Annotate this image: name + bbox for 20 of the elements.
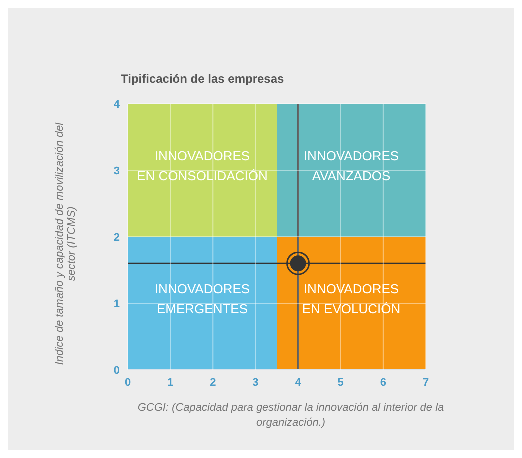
x-tick-label: 5 bbox=[338, 376, 344, 389]
y-tick-label: 3 bbox=[114, 165, 120, 178]
x-tick-label: 2 bbox=[210, 376, 216, 389]
annotation: INNOVADORES AVANZADOS bbox=[304, 148, 400, 184]
annotation: INNOVADORES EN CONSOLIDACIÓN bbox=[137, 148, 268, 184]
y-axis-title: Indice de tamaño y capacidad de movilización del sector (ITCMS) bbox=[54, 122, 78, 368]
annotation: INNOVADORES EN EVOLUCIÓN bbox=[302, 282, 401, 316]
y-tick-label: 2 bbox=[114, 232, 120, 244]
y-tick-label: 0 bbox=[114, 364, 120, 377]
chart-title: Tipificación de las empresas bbox=[121, 72, 284, 86]
x-tick-label: 0 bbox=[124, 376, 132, 389]
x-tick-label: 6 bbox=[380, 376, 386, 389]
x-tick-label: 7 bbox=[422, 376, 430, 389]
x-tick-label: 3 bbox=[252, 376, 259, 389]
annotation: INNOVADORES EMERGENTES bbox=[154, 282, 250, 316]
x-tick-label: 4 bbox=[295, 376, 302, 389]
y-tick-label: 1 bbox=[114, 298, 120, 310]
x-axis-title: GCGI: (Capacidad para gestionar la innovación al interior de la organización.) bbox=[136, 401, 446, 431]
y-tick-label: 4 bbox=[114, 98, 121, 111]
x-tick-label: 1 bbox=[168, 376, 174, 389]
